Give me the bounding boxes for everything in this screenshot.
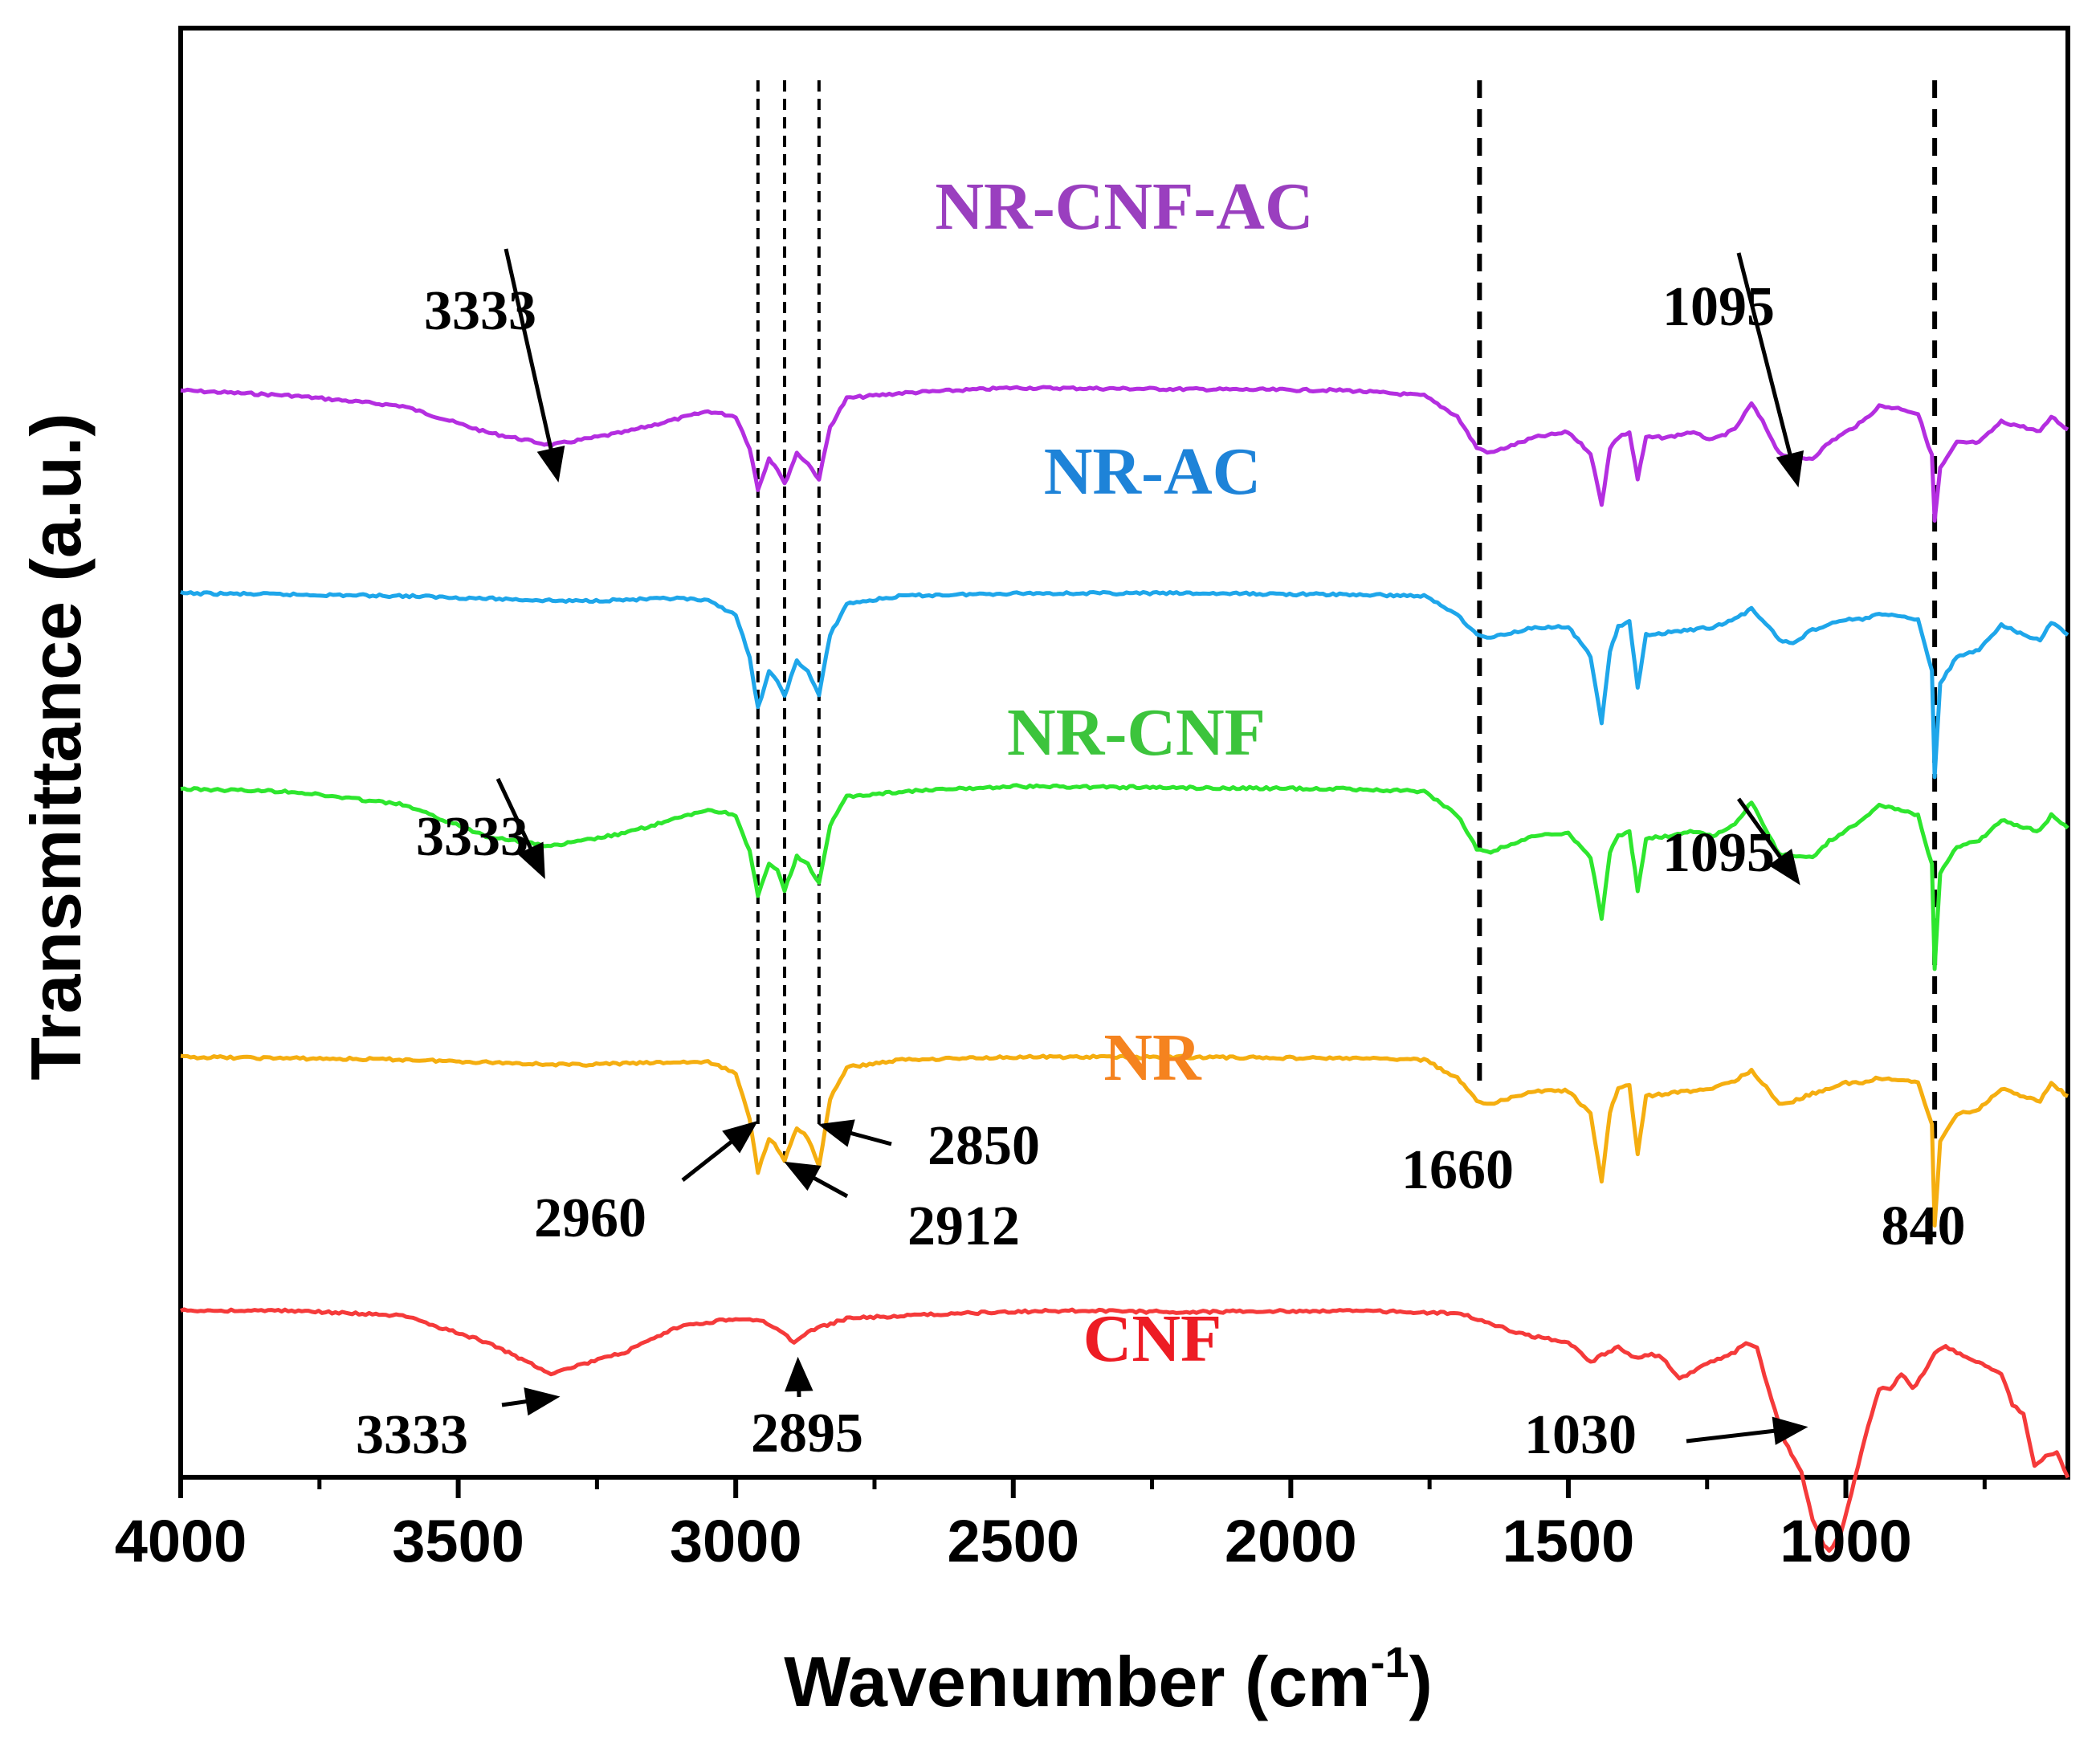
arrow-1095-nr-cnf [1736, 797, 1800, 886]
annotation-2850: 2850 [928, 1115, 1040, 1177]
x-axis-title: Wavenumber (cm-1) [784, 1639, 1433, 1721]
plot-frame [178, 26, 2070, 1480]
x-tick-label-1500: 1500 [1503, 1508, 1635, 1574]
arrow-1030 [1686, 1416, 1808, 1445]
y-axis-title: Transmittance (a.u.) [16, 413, 96, 1080]
x-axis-ticks: 4000 3500 3000 2500 2000 1500 1000 [115, 1477, 1987, 1574]
x-tick-label-1000: 1000 [1780, 1508, 1912, 1574]
series-line-cnf [180, 1307, 2070, 1553]
arrow-2850 [818, 1119, 892, 1147]
arrow-3333-nr-cnf-ac [504, 248, 565, 483]
series-label-nr-ac: NR-AC [1044, 434, 1262, 509]
x-tick-label-3000: 3000 [670, 1508, 802, 1574]
series-line-nr-cnf-ac [180, 385, 2069, 523]
annotation-2895: 2895 [751, 1403, 863, 1464]
arrow-3333-cnf [501, 1387, 561, 1416]
series-label-cnf: CNF [1083, 1301, 1222, 1376]
x-tick-label-2500: 2500 [947, 1508, 1079, 1574]
arrow-3333-nr-cnf [495, 777, 545, 880]
series-label-nr: NR [1103, 1020, 1202, 1095]
x-tick-label-4000: 4000 [115, 1508, 247, 1574]
arrow-1095-nr-cnf-ac [1736, 252, 1804, 488]
annotation-3333-nr-cnf: 3333 [416, 806, 528, 868]
arrow-2912 [784, 1161, 849, 1199]
annotation-3333-nr-cnf-ac: 3333 [424, 280, 536, 342]
arrow-2895 [785, 1356, 813, 1398]
series-line-nr-cnf [180, 783, 2069, 971]
series-layer [180, 385, 2070, 1553]
annotation-1030: 1030 [1524, 1404, 1637, 1466]
x-tick-label-3500: 3500 [392, 1508, 524, 1574]
series-label-nr-cnf: NR-CNF [1007, 695, 1266, 770]
annotation-840: 840 [1882, 1195, 1966, 1257]
annotation-3333-cnf: 3333 [356, 1404, 468, 1466]
series-line-nr-ac [180, 589, 2069, 780]
annotation-2912: 2912 [907, 1195, 1020, 1257]
x-tick-label-2000: 2000 [1225, 1508, 1357, 1574]
annotation-1095-nr-cnf-ac: 1095 [1662, 276, 1775, 338]
series-label-nr-cnf-ac: NR-CNF-AC [935, 169, 1313, 244]
annotation-arrows [495, 248, 1808, 1445]
arrow-2960 [681, 1120, 758, 1182]
annotation-1660: 1660 [1401, 1139, 1514, 1201]
series-line-nr [180, 1053, 2069, 1228]
annotation-2960: 2960 [534, 1187, 646, 1249]
annotation-1095-nr-cnf: 1095 [1662, 822, 1775, 884]
